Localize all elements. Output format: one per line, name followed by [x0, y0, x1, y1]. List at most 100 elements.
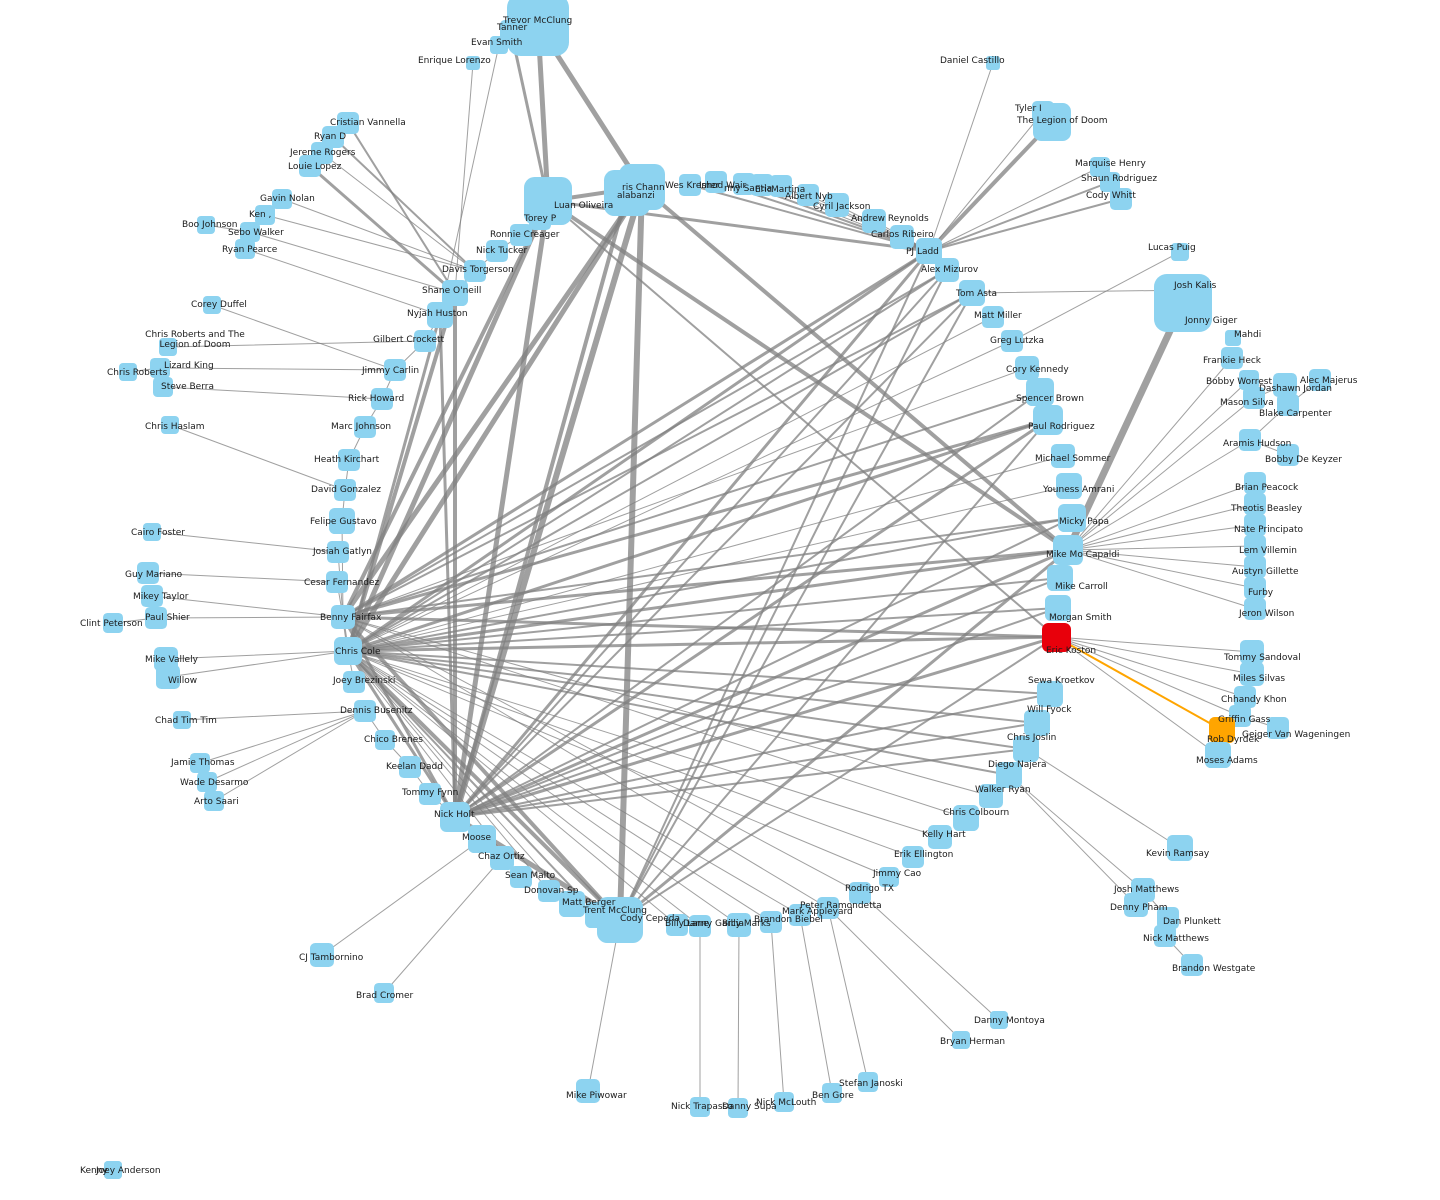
graph-node[interactable] [374, 983, 394, 1003]
graph-node[interactable] [427, 302, 453, 328]
graph-node[interactable] [153, 377, 173, 397]
graph-node[interactable] [902, 846, 924, 868]
graph-node[interactable] [1244, 535, 1266, 557]
graph-node[interactable] [1277, 444, 1299, 466]
graph-node[interactable] [161, 416, 179, 434]
graph-node[interactable] [1154, 925, 1176, 947]
graph-node[interactable] [354, 700, 376, 722]
graph-node[interactable] [119, 363, 137, 381]
graph-node[interactable] [204, 791, 224, 811]
graph-node[interactable] [1209, 717, 1235, 743]
graph-node[interactable] [1047, 565, 1073, 591]
graph-node[interactable] [334, 637, 362, 665]
graph-node[interactable] [789, 904, 811, 926]
graph-node[interactable] [1045, 595, 1071, 621]
graph-node[interactable] [1244, 472, 1266, 494]
graph-node[interactable] [1240, 662, 1264, 686]
graph-node[interactable] [986, 56, 1000, 70]
graph-node[interactable] [1309, 369, 1331, 391]
graph-node[interactable] [490, 846, 514, 870]
graph-node[interactable] [1001, 330, 1023, 352]
graph-node[interactable] [849, 882, 871, 904]
graph-node[interactable] [1167, 835, 1193, 861]
graph-node[interactable] [1015, 356, 1039, 380]
graph-node[interactable] [1234, 686, 1256, 708]
graph-node[interactable] [486, 240, 508, 262]
graph-node[interactable] [255, 205, 275, 225]
graph-node[interactable] [728, 1098, 748, 1118]
graph-node[interactable] [337, 112, 359, 134]
graph-node[interactable] [440, 802, 470, 832]
graph-node[interactable] [559, 891, 585, 917]
graph-node[interactable] [173, 711, 191, 729]
graph-node[interactable] [103, 613, 123, 633]
graph-node[interactable] [1051, 444, 1075, 468]
graph-node[interactable] [1013, 736, 1039, 762]
graph-node[interactable] [141, 585, 163, 607]
graph-node[interactable] [524, 177, 572, 225]
graph-node[interactable] [996, 762, 1022, 788]
graph-node[interactable] [145, 607, 167, 629]
graph-node[interactable] [371, 388, 393, 410]
graph-node[interactable] [733, 173, 755, 195]
graph-node[interactable] [375, 730, 395, 750]
graph-node[interactable] [858, 1072, 878, 1092]
graph-node[interactable] [1273, 373, 1297, 397]
graph-node[interactable] [689, 915, 711, 937]
graph-node[interactable] [150, 358, 170, 378]
graph-node[interactable] [982, 306, 1004, 328]
graph-node[interactable] [1221, 347, 1243, 369]
graph-node[interactable] [143, 523, 161, 541]
graph-node[interactable] [990, 1011, 1008, 1029]
graph-node[interactable] [1037, 681, 1063, 707]
graph-node[interactable] [354, 416, 376, 438]
graph-node[interactable] [442, 280, 468, 306]
graph-node[interactable] [331, 605, 355, 629]
graph-node[interactable] [1244, 493, 1266, 515]
graph-node[interactable] [1239, 370, 1259, 390]
graph-node[interactable] [817, 897, 839, 919]
graph-node[interactable] [928, 825, 952, 849]
graph-node[interactable] [510, 866, 532, 888]
graph-node[interactable] [1244, 514, 1266, 536]
graph-node[interactable] [334, 479, 356, 501]
graph-node[interactable] [1205, 742, 1231, 768]
graph-node[interactable] [751, 174, 773, 196]
graph-node[interactable] [727, 913, 751, 937]
graph-node[interactable] [159, 338, 177, 356]
graph-node[interactable] [952, 1031, 970, 1049]
graph-node[interactable] [1056, 473, 1082, 499]
graph-node[interactable] [822, 1083, 842, 1103]
graph-node[interactable] [197, 772, 217, 792]
graph-node[interactable] [384, 359, 406, 381]
graph-node[interactable] [1277, 394, 1299, 416]
graph-node[interactable] [338, 449, 360, 471]
graph-node[interactable] [1124, 893, 1148, 917]
graph-node[interactable] [1026, 378, 1054, 406]
graph-node[interactable] [197, 216, 215, 234]
graph-node[interactable] [1244, 556, 1266, 578]
graph-node[interactable] [240, 222, 260, 242]
graph-node[interactable] [597, 897, 643, 943]
graph-node[interactable] [104, 1161, 122, 1179]
graph-node[interactable] [862, 209, 886, 233]
graph-node[interactable] [510, 224, 532, 246]
graph-node[interactable] [326, 571, 348, 593]
graph-node[interactable] [464, 260, 486, 282]
graph-node[interactable] [490, 36, 508, 54]
graph-node[interactable] [879, 867, 899, 887]
graph-node[interactable] [1053, 535, 1083, 565]
graph-node[interactable] [774, 1092, 794, 1112]
graph-node[interactable] [825, 193, 849, 217]
graph-node[interactable] [979, 784, 1003, 808]
graph-node[interactable] [604, 170, 650, 216]
graph-node[interactable] [1239, 429, 1261, 451]
graph-node[interactable] [1181, 954, 1203, 976]
graph-node[interactable] [1244, 598, 1266, 620]
graph-node[interactable] [327, 541, 349, 563]
graph-node[interactable] [272, 189, 292, 209]
graph-node[interactable] [890, 225, 914, 249]
graph-node[interactable] [679, 174, 701, 196]
graph-node[interactable] [576, 1079, 600, 1103]
